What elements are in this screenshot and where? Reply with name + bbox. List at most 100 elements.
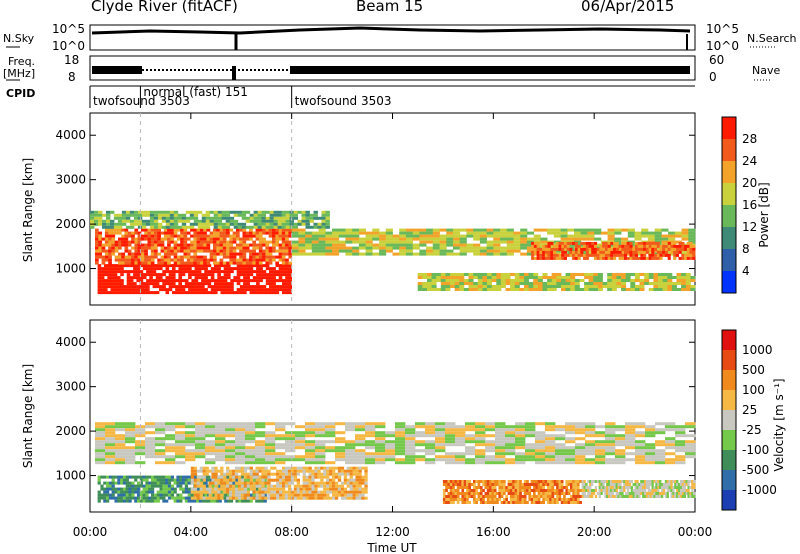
velocity-cell-1 [267, 478, 271, 482]
velocity-cell-3 [551, 486, 555, 489]
velocity-cell-4 [604, 480, 607, 483]
velocity-cell-2 [535, 434, 546, 438]
velocity-cell-1 [290, 478, 295, 482]
velocity-cell-1 [361, 481, 365, 485]
power-cell-1 [199, 240, 204, 244]
velocity-cell-0 [193, 475, 197, 479]
power-cell-4 [596, 250, 600, 254]
velocity-cell-1 [261, 472, 265, 476]
power-cell-0 [194, 285, 199, 289]
power-cell-2 [297, 222, 302, 226]
power-cell-1 [147, 258, 152, 262]
power-cell-2 [233, 213, 239, 217]
power-cell-0 [220, 291, 225, 295]
power-cell-5 [473, 285, 479, 288]
power-cell-4 [643, 244, 647, 248]
power-cell-1 [154, 246, 158, 250]
power-cell-3 [439, 252, 447, 256]
power-cell-1 [108, 237, 112, 241]
power-cell-1 [226, 249, 230, 253]
power-cell-1 [190, 249, 194, 253]
velocity-cell-3 [544, 492, 548, 495]
power-cell-3 [405, 231, 413, 235]
power-cell-2 [213, 219, 219, 223]
velocity-cell-4 [634, 480, 637, 483]
power-cell-0 [288, 279, 292, 283]
velocity-cell-3 [537, 483, 541, 486]
velocity-cell-2 [315, 422, 326, 426]
power-cell-5 [487, 279, 492, 282]
power-cell-5 [496, 276, 502, 279]
velocity-cell-2 [345, 446, 356, 450]
power-cell-4 [558, 256, 562, 260]
power-cell-2 [157, 216, 163, 220]
power-cell-3 [439, 234, 447, 238]
velocity-cell-3 [466, 498, 469, 501]
power-cell-3 [627, 231, 635, 235]
power-cell-1 [242, 261, 247, 265]
velocity-cell-2 [435, 458, 446, 462]
power-cell-0 [285, 276, 289, 280]
velocity-cell-4 [657, 480, 660, 483]
velocity-cell-2 [465, 452, 476, 456]
power-cell-1 [170, 258, 175, 262]
power-cell-1 [258, 246, 263, 250]
power-cell-0 [285, 291, 289, 295]
velocity-cell-2 [195, 431, 206, 435]
power-cell-1 [262, 231, 266, 235]
power-cell-1 [147, 231, 152, 235]
power-cell-0 [285, 288, 289, 292]
power-cell-0 [104, 279, 108, 283]
velocity-cell-2 [635, 440, 646, 444]
power-cell-0 [214, 288, 218, 292]
power-cell-5 [561, 282, 566, 285]
power-cell-1 [236, 231, 240, 235]
velocity-cell-2 [215, 431, 226, 435]
power-cell-4 [667, 247, 671, 251]
velocity-cell-2 [355, 440, 366, 444]
velocity-cell-0 [139, 484, 143, 488]
power-cell-2 [237, 213, 243, 217]
velocity-cell-0 [162, 499, 166, 503]
velocity-cell-1 [317, 475, 321, 479]
velocity-cell-3 [551, 489, 555, 492]
power-cell-1 [278, 252, 283, 256]
velocity-cell-3 [528, 492, 532, 495]
power-cell-4 [686, 247, 690, 251]
power-cell-5 [607, 273, 613, 276]
power-cell-3 [291, 252, 299, 256]
power-cell-1 [154, 255, 158, 259]
power-cell-4 [547, 253, 551, 257]
velocity-cell-2 [525, 443, 536, 447]
power-cell-5 [514, 285, 520, 288]
velocity-cell-1 [267, 487, 271, 491]
power-cell-4 [654, 256, 658, 260]
power-cell-0 [214, 285, 218, 289]
power-cell-0 [146, 291, 150, 295]
velocity-cell-1 [361, 490, 365, 494]
velocity-cell-2 [285, 437, 296, 441]
power-cell-1 [144, 231, 148, 235]
power-cell-5 [611, 276, 617, 279]
velocity-cell-0 [142, 496, 146, 500]
power-cell-5 [533, 276, 539, 279]
power-cell-5 [542, 273, 548, 276]
velocity-cell-2 [155, 422, 166, 426]
velocity-cell-3 [473, 498, 476, 501]
velocity-cell-2 [485, 440, 496, 444]
power-cell-1 [242, 234, 247, 238]
velocity-cell-0 [117, 499, 121, 503]
power-cell-3 [392, 246, 400, 250]
power-cell-2 [261, 213, 266, 217]
power-cell-3 [607, 234, 615, 238]
velocity-cell-1 [208, 484, 212, 488]
power-cell-2 [225, 225, 231, 229]
power-cell-5 [440, 288, 446, 291]
velocity-cell-0 [201, 499, 205, 503]
velocity-cell-2 [445, 422, 456, 426]
velocity-cell-1 [332, 487, 336, 491]
power-cell-4 [574, 250, 578, 254]
velocity-cell-1 [287, 484, 292, 488]
power-cell-1 [268, 255, 273, 259]
velocity-cell-0 [179, 487, 183, 491]
